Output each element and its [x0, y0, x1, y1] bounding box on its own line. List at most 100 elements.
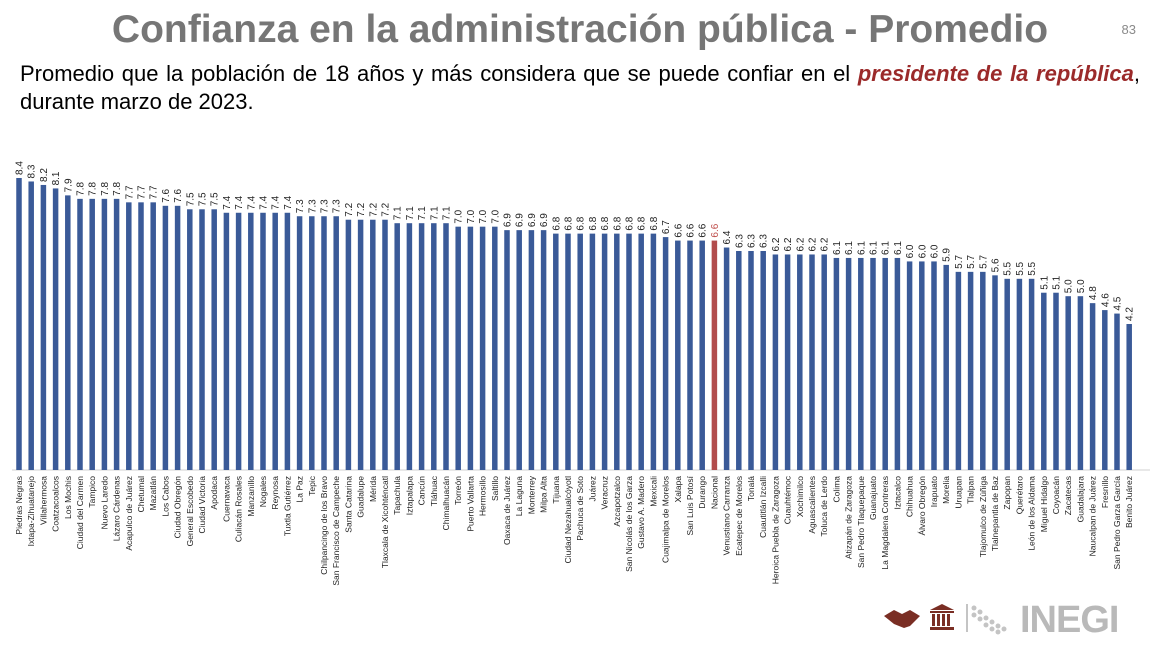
bar-city: [28, 181, 34, 470]
value-label: 8.2: [39, 168, 50, 182]
bar-city: [809, 254, 815, 470]
category-label: San Luis Potosí: [685, 475, 695, 535]
value-label: 8.3: [27, 164, 38, 178]
category-label: Los Cabos: [160, 476, 170, 517]
value-label: 6.9: [503, 213, 514, 227]
bar-city: [870, 257, 876, 470]
bar-city: [821, 254, 827, 470]
bar-city: [675, 240, 681, 470]
bar-city: [882, 257, 888, 470]
category-label: Acapulco de Juárez: [124, 476, 134, 551]
value-label: 6.8: [564, 216, 575, 230]
value-label: 7.0: [454, 209, 465, 223]
bar-city: [760, 251, 766, 470]
value-label: 6.4: [722, 230, 733, 244]
bar-city: [919, 261, 925, 470]
value-label: 7.0: [478, 209, 489, 223]
category-label: Milpa Alta: [539, 476, 549, 513]
bar-city: [260, 212, 266, 470]
bar-city: [223, 212, 230, 470]
bar-city: [187, 209, 193, 470]
value-label: 7.4: [259, 195, 270, 209]
value-label: 6.3: [759, 234, 770, 248]
bar-city: [443, 223, 449, 470]
category-label: Tuxtla Gutiérrez: [282, 476, 292, 536]
bar-chart: 8.4 Piedras Negras 8.3 Ixtapa-Zihuatanejo 8.…: [12, 161, 1150, 586]
category-label: La Magdalena Contreras: [880, 476, 890, 570]
category-label: La Laguna: [514, 476, 524, 516]
category-label: Ciudad Obregón: [173, 476, 183, 539]
category-label: Zapopan: [1002, 476, 1012, 510]
value-label: 7.3: [320, 199, 331, 213]
category-label: Tampico: [87, 476, 97, 508]
bar-city: [345, 219, 352, 470]
subtitle-highlight: presidente de la república: [857, 61, 1134, 86]
bar-city: [601, 233, 608, 470]
value-label: 6.3: [734, 234, 745, 248]
bar-city: [113, 198, 120, 470]
category-label: Coyoacán: [1051, 476, 1061, 515]
category-label: Villahermosa: [38, 476, 48, 525]
handshake-icon: [884, 610, 920, 628]
value-label: 7.1: [429, 206, 440, 220]
value-label: 6.1: [844, 241, 855, 255]
category-label: Tepic: [307, 475, 317, 496]
value-label: 7.6: [173, 188, 184, 202]
value-label: 7.7: [149, 185, 160, 199]
bar-city: [272, 212, 278, 470]
category-label: Durango: [697, 476, 707, 509]
category-label: Miguel Hidalgo: [1039, 476, 1049, 532]
value-label: 6.1: [881, 241, 892, 255]
value-label: 6.9: [539, 213, 550, 227]
value-label: 7.5: [198, 192, 209, 206]
category-label: Veracruz: [600, 476, 610, 510]
bar-city: [1028, 278, 1035, 470]
value-label: 7.6: [161, 188, 172, 202]
bar-city: [528, 230, 535, 470]
category-label: Ciudad Nezahualcóyotl: [563, 476, 573, 564]
category-label: Irapuato: [929, 476, 939, 507]
value-label: 8.4: [15, 161, 26, 175]
bar-city: [614, 233, 620, 470]
value-label: 5.5: [1015, 261, 1026, 275]
category-label: Cuajimalpa de Morelos: [661, 476, 671, 563]
bar-city: [736, 251, 742, 470]
value-label: 7.4: [234, 195, 245, 209]
category-label: Heroica Puebla de Zaragoza: [770, 476, 780, 584]
value-label: 7.1: [442, 206, 453, 220]
value-label: 7.8: [88, 182, 99, 196]
value-label: 6.1: [869, 241, 880, 255]
value-label: 7.8: [100, 182, 111, 196]
category-label: Guadalupe: [356, 476, 366, 518]
value-label: 6.8: [588, 216, 599, 230]
category-label: San Nicolás de los Garza: [624, 476, 634, 572]
bar-city: [553, 233, 559, 470]
category-label: Apodaca: [209, 476, 219, 510]
bar-city: [943, 264, 949, 470]
value-label: 6.0: [917, 244, 928, 258]
bar-city: [906, 261, 913, 470]
category-label: Álvaro Obregón: [917, 476, 927, 536]
page-title: Confianza en la administración pública -…: [111, 8, 1049, 51]
value-label: 6.9: [527, 213, 538, 227]
category-label: Tonalá: [746, 476, 756, 501]
value-label: 8.1: [51, 171, 62, 185]
category-label: Chetumal: [136, 476, 146, 512]
category-label: Ixtapa-Zihuatanejo: [26, 476, 36, 547]
bar-city: [540, 230, 547, 470]
bar-nacional: [711, 240, 718, 470]
value-label: 6.8: [637, 216, 648, 230]
category-label: Toluca de Lerdo: [819, 476, 829, 537]
bar-city: [235, 212, 242, 470]
value-label: 5.7: [966, 255, 977, 269]
bar-city: [1077, 296, 1084, 470]
category-label: Venustiano Carranza: [722, 476, 732, 556]
value-label: 6.3: [747, 234, 758, 248]
bar-city: [333, 216, 339, 470]
value-label: 7.0: [466, 209, 477, 223]
bar-city: [699, 240, 705, 470]
category-label: Gustavo A. Madero: [636, 476, 646, 549]
category-label: Manzanillo: [246, 476, 256, 517]
bar-city: [931, 261, 937, 470]
bar-city: [174, 205, 181, 471]
